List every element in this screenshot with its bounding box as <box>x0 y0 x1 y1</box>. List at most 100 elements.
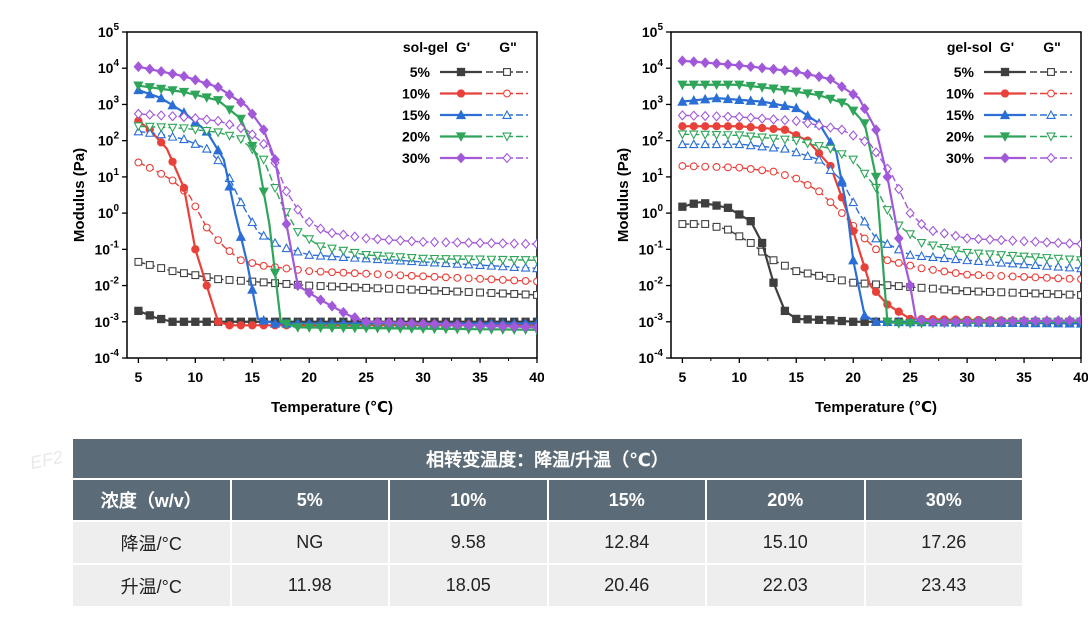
gpp-point-20pct <box>1019 252 1029 262</box>
table-header-cell: 5% <box>229 478 390 522</box>
gp-point-30pct <box>452 319 463 331</box>
gpp-point-10pct <box>769 167 778 176</box>
gpp-point-15pct <box>757 141 768 151</box>
gp-point-15pct <box>711 92 722 103</box>
gp-point-30pct <box>372 316 383 328</box>
gpp-point-5pct <box>350 283 359 292</box>
gpp-point-15pct <box>156 129 167 139</box>
gp-point-30pct <box>281 218 292 230</box>
gpp-point-5pct <box>803 269 812 278</box>
legend-marker-gpp-15pct <box>502 109 512 119</box>
gpp-point-5pct <box>179 269 188 278</box>
gpp-point-30pct <box>1053 237 1063 249</box>
gpp-point-30pct <box>962 233 972 244</box>
gpp-point-20pct <box>384 252 394 262</box>
gpp-point-15pct <box>779 143 790 153</box>
gp-point-10pct <box>689 122 698 131</box>
gp-point-20pct <box>848 106 859 117</box>
gp-point-30pct <box>700 57 711 69</box>
gpp-point-20pct <box>711 130 722 141</box>
gpp-point-30pct <box>407 236 417 247</box>
gpp-point-10pct <box>441 273 450 282</box>
gpp-point-15pct <box>144 127 155 137</box>
gp-point-5pct <box>712 201 721 210</box>
gp-point-30pct <box>190 74 201 86</box>
gp-point-15pct <box>848 254 859 265</box>
gp-point-30pct <box>871 124 881 136</box>
gpp-point-15pct <box>167 131 178 141</box>
gp-point-30pct <box>836 81 847 93</box>
gpp-point-30pct <box>156 110 166 121</box>
gpp-point-20pct <box>1053 254 1064 264</box>
y-tick-label: 101 <box>642 167 664 185</box>
gpp-point-15pct <box>882 238 893 248</box>
gpp-point-30pct <box>1008 235 1018 246</box>
data-layer <box>133 61 537 336</box>
gpp-point-30pct <box>418 236 428 248</box>
gp-point-10pct <box>179 183 189 192</box>
chart-sol-gel: 5 10 15 20 25 30 35 40 10-4 10-3 10-2 10-1 100 101 102… <box>0 0 545 430</box>
gpp-point-30pct <box>711 111 722 122</box>
gpp-point-30pct <box>746 112 756 124</box>
gpp-point-20pct <box>372 251 383 261</box>
gpp-point-20pct <box>532 256 537 266</box>
gpp-point-20pct <box>395 253 406 263</box>
gpp-point-5pct <box>407 285 416 294</box>
gp-point-20pct <box>315 323 326 333</box>
gp-point-5pct <box>769 278 778 287</box>
gp-point-20pct <box>338 323 349 334</box>
gpp-point-15pct <box>486 260 497 270</box>
gpp-point-15pct <box>825 164 836 174</box>
y-tick-label: 101 <box>98 167 120 185</box>
gp-point-20pct <box>756 83 768 93</box>
gpp-point-5pct <box>1077 291 1081 299</box>
gpp-point-10pct <box>134 158 143 167</box>
gpp-point-5pct <box>1031 289 1040 298</box>
legend-label-20pct: 20% <box>402 129 431 145</box>
gpp-point-5pct <box>1042 289 1051 298</box>
legend-marker-gpp-10pct <box>1047 89 1055 98</box>
gpp-point-15pct <box>996 257 1007 267</box>
gp-point-30pct <box>825 73 836 85</box>
gpp-point-10pct <box>157 169 166 178</box>
x-tick-label: 5 <box>134 369 142 385</box>
gpp-point-30pct <box>236 122 246 134</box>
gp-point-30pct <box>791 66 802 78</box>
gp-point-20pct <box>144 83 155 93</box>
gp-point-5pct <box>202 317 211 326</box>
gpp-point-10pct <box>689 162 698 171</box>
gp-point-20pct <box>133 81 144 92</box>
y-tick-label: 100 <box>642 203 664 221</box>
gpp-point-20pct <box>700 130 711 140</box>
gp-point-30pct <box>973 315 984 327</box>
legend-marker-gp-30pct <box>1000 152 1010 164</box>
gp-point-15pct <box>258 315 269 325</box>
gpp-point-30pct <box>327 227 337 239</box>
gpp-point-20pct <box>1041 254 1052 264</box>
gpp-point-5pct <box>214 275 223 284</box>
gpp-point-20pct <box>962 248 973 259</box>
gpp-point-5pct <box>974 287 983 296</box>
table-header-cell: 20% <box>705 478 866 522</box>
gpp-point-15pct <box>520 262 531 272</box>
gp-point-20pct <box>326 323 338 334</box>
gpp-point-30pct <box>700 110 710 122</box>
gpp-point-30pct <box>734 111 744 123</box>
gpp-point-10pct <box>202 223 211 232</box>
gpp-point-30pct <box>213 115 223 127</box>
gpp-point-10pct <box>407 271 416 280</box>
gpp-point-30pct <box>848 130 858 141</box>
gpp-point-5pct <box>1054 290 1063 299</box>
gp-point-20pct <box>825 94 836 105</box>
gp-point-20pct <box>722 80 734 91</box>
gpp-point-15pct <box>327 251 337 261</box>
gpp-point-30pct <box>384 234 394 246</box>
gp-point-30pct <box>520 321 531 333</box>
gpp-point-30pct <box>928 225 938 237</box>
gpp-point-30pct <box>350 231 360 242</box>
gp-point-10pct <box>157 138 166 147</box>
gpp-point-20pct <box>452 255 463 265</box>
gpp-point-10pct <box>837 209 846 218</box>
gpp-point-10pct <box>1020 272 1029 281</box>
gpp-point-20pct <box>1030 253 1041 263</box>
